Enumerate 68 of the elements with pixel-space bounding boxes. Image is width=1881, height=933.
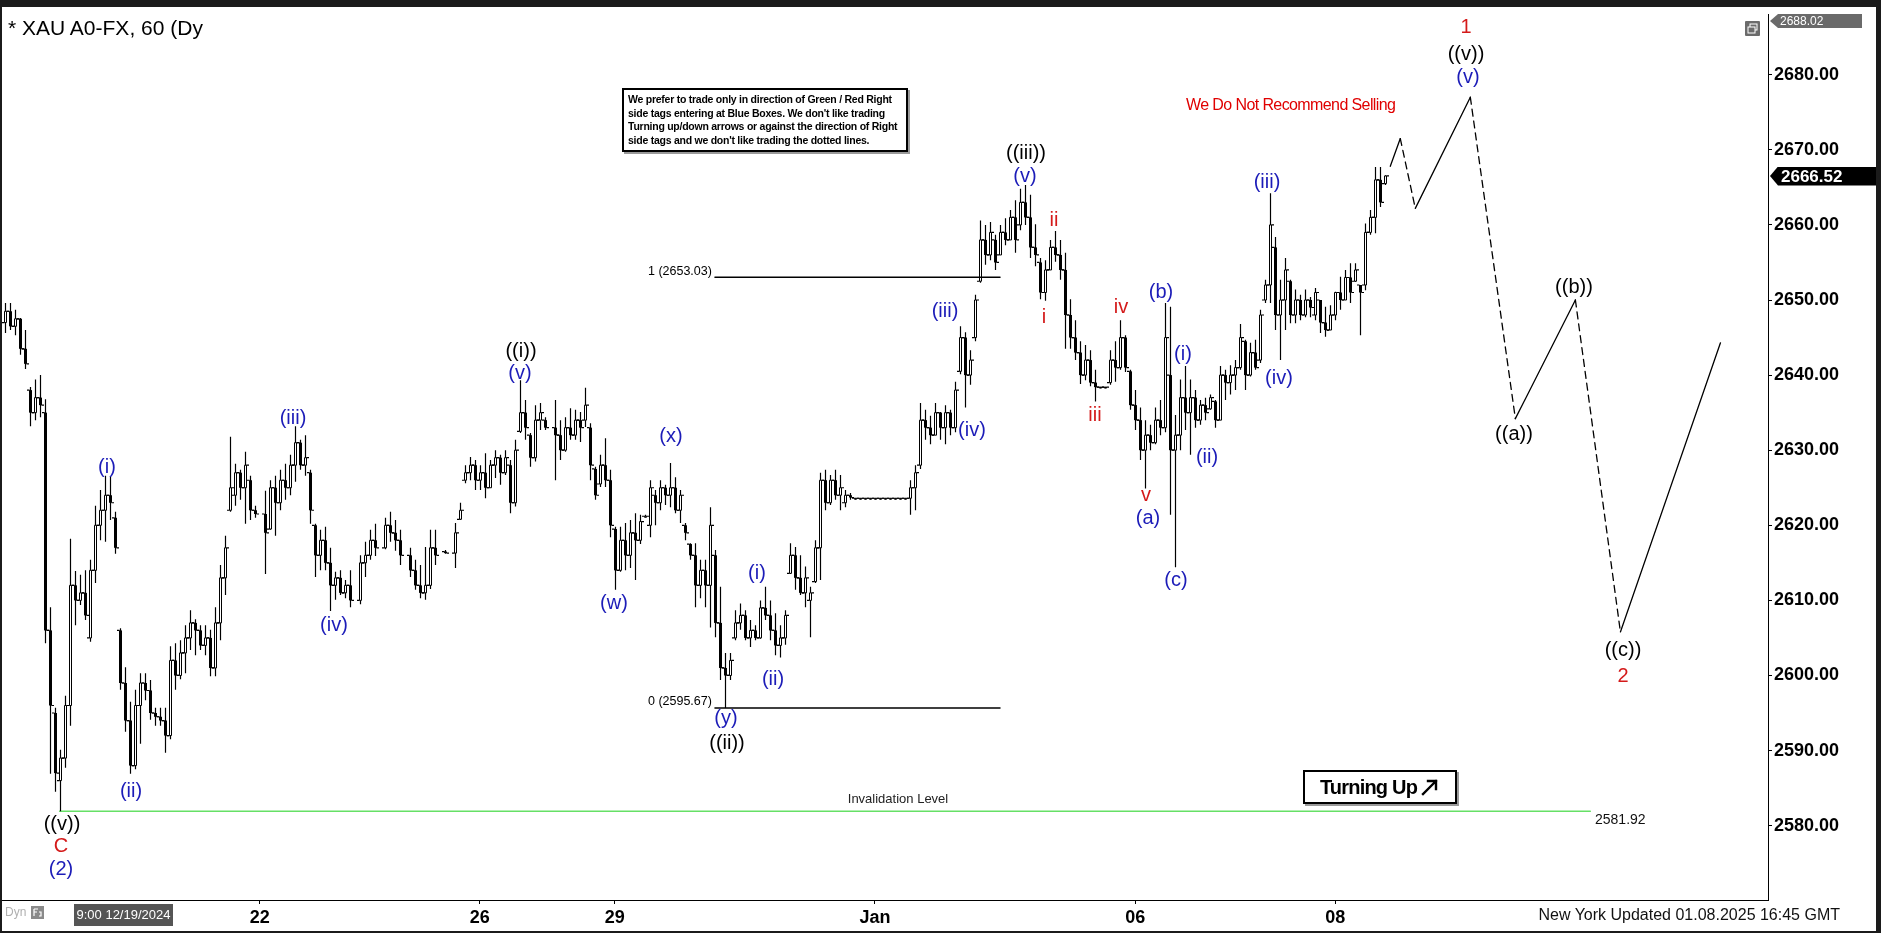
annotation: (iv) bbox=[320, 613, 348, 635]
annotation: We prefer to trade only in direction of Green / Red Right side tags entering at Blue Boxes. We don't like trading Turning up/down arrows or against the direction of Right side tags and we don't like trading the dotted lines. bbox=[628, 93, 898, 146]
annotation: (iii) bbox=[931, 299, 959, 321]
y-tick-label: 2670.00 bbox=[1774, 138, 1840, 159]
x-tick-label: 06 bbox=[1125, 906, 1146, 927]
x-tick-label: Jan bbox=[859, 906, 891, 927]
annotation: Invalidation Level bbox=[847, 790, 949, 806]
text: 2666.52 bbox=[1781, 166, 1843, 186]
x-tick-label: 08 bbox=[1325, 906, 1346, 927]
annotation: ((v)) bbox=[1447, 42, 1485, 64]
annotation: (i) bbox=[98, 455, 116, 477]
annotation: ((i)) bbox=[505, 339, 537, 361]
x-tick-label: 26 bbox=[469, 906, 490, 927]
annotation: Turning Up bbox=[1319, 775, 1418, 799]
annotation: (i) bbox=[748, 561, 766, 583]
y-tick-label: 2630.00 bbox=[1774, 439, 1840, 460]
annotation: (iii) bbox=[1253, 170, 1281, 192]
text: 2688.02 bbox=[1780, 14, 1824, 28]
annotation: (iii) bbox=[279, 406, 307, 428]
annotation: (iv) bbox=[1265, 366, 1293, 388]
y-tick-label: 2680.00 bbox=[1774, 63, 1840, 84]
y-tick-label: 2660.00 bbox=[1774, 213, 1840, 234]
annotation: (ii) bbox=[119, 779, 143, 801]
chart-title: * XAU A0-FX, 60 (Dy bbox=[8, 16, 203, 40]
annotation: 2581.92 bbox=[1595, 811, 1646, 827]
annotation: ii bbox=[1049, 208, 1059, 230]
annotation: We Do Not Recommend Selling bbox=[1186, 96, 1396, 113]
annotation: (ii) bbox=[761, 667, 785, 689]
annotation: iii bbox=[1088, 403, 1102, 425]
annotation: (v) bbox=[508, 361, 532, 383]
annotation: (ii) bbox=[1195, 445, 1219, 467]
x-tick-label: 29 bbox=[604, 906, 625, 927]
series-label: 1 (2653.03) bbox=[647, 263, 712, 278]
annotation: ((ii)) bbox=[709, 731, 745, 753]
annotation: ((c)) bbox=[1604, 638, 1642, 660]
annotation: (2) bbox=[48, 857, 74, 879]
y-tick-label: 2610.00 bbox=[1774, 589, 1840, 610]
y-tick-label: 2590.00 bbox=[1774, 739, 1840, 760]
annotation: (b) bbox=[1148, 280, 1174, 302]
y-tick-label: 2650.00 bbox=[1774, 288, 1840, 309]
annotation: (i) bbox=[1174, 342, 1192, 364]
annotation: (x) bbox=[659, 424, 683, 446]
annotation: ((b)) bbox=[1555, 275, 1593, 297]
y-tick-label: 2580.00 bbox=[1774, 814, 1840, 835]
annotation: (c) bbox=[1164, 568, 1188, 590]
annotation: ((iii)) bbox=[1006, 141, 1046, 163]
text: Dyn bbox=[5, 905, 27, 919]
y-tick-label: 2600.00 bbox=[1774, 664, 1840, 685]
annotation: (iv) bbox=[958, 418, 986, 440]
annotation: (y) bbox=[714, 706, 738, 728]
y-tick-label: 2640.00 bbox=[1774, 364, 1840, 385]
x-tick-label: 22 bbox=[249, 906, 270, 927]
annotation: (w) bbox=[600, 591, 628, 613]
annotation: i bbox=[1041, 305, 1047, 327]
annotation: (v) bbox=[1456, 65, 1480, 87]
annotation: iv bbox=[1113, 295, 1129, 317]
series-label: 0 (2595.67) bbox=[647, 694, 712, 709]
annotation: ((v)) bbox=[43, 812, 81, 834]
text: 9:00 12/19/2024 bbox=[76, 907, 171, 922]
annotation: (a) bbox=[1135, 506, 1161, 528]
annotation: v bbox=[1141, 483, 1151, 505]
annotation: C bbox=[53, 834, 69, 856]
annotation: ((a)) bbox=[1495, 422, 1533, 444]
text: New York Updated 01.08.2025 16:45 GMT bbox=[1538, 906, 1840, 923]
annotation: 2 bbox=[1617, 664, 1629, 686]
annotation: (v) bbox=[1013, 164, 1037, 186]
y-tick-label: 2620.00 bbox=[1774, 514, 1840, 535]
annotation: 1 bbox=[1460, 15, 1472, 37]
